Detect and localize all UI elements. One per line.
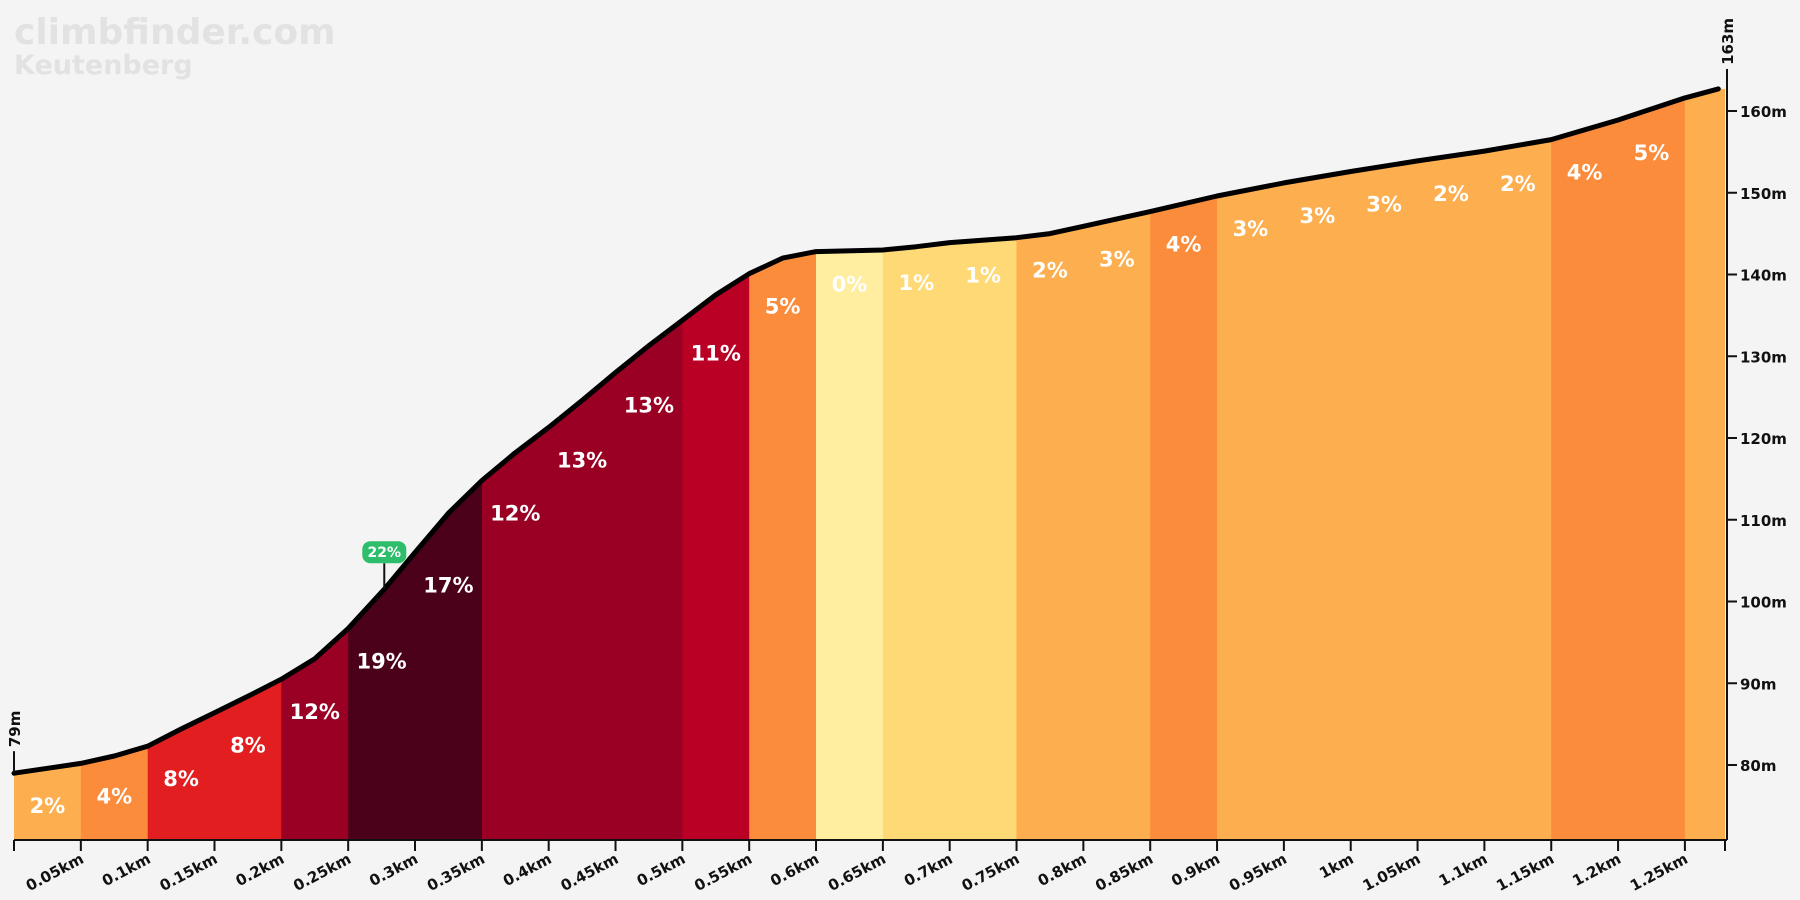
grade-label: 12%	[490, 502, 540, 526]
grade-label: 3%	[1233, 217, 1269, 241]
gradient-segment	[1217, 88, 1285, 840]
x-tick-label: 0.8km	[1035, 850, 1090, 890]
x-tick-label: 0.2km	[233, 850, 288, 890]
gradient-segment	[415, 88, 483, 840]
y-tick-label: 120m	[1740, 430, 1787, 448]
x-tick-label: 1.25km	[1627, 850, 1691, 895]
grade-label: 2%	[1500, 172, 1536, 196]
x-tick-label: 0.05km	[23, 850, 87, 895]
y-tick-label: 90m	[1740, 675, 1777, 693]
elevation-line	[11, 86, 1721, 776]
gradient-segment	[816, 88, 884, 840]
y-tick-label: 150m	[1740, 185, 1787, 203]
x-tick-label: 1.2km	[1569, 850, 1624, 890]
y-tick-label: 130m	[1740, 348, 1787, 366]
x-tick-label: 1km	[1316, 850, 1356, 883]
gradient-segment	[882, 88, 951, 840]
grade-label: 4%	[96, 784, 132, 808]
site-name: climbfinder.com	[14, 12, 336, 53]
grade-label: 12%	[290, 700, 340, 724]
gradient-segment	[348, 88, 416, 840]
gradient-segment	[1417, 88, 1485, 840]
max-gradient-badge: 22%	[362, 541, 407, 590]
gradient-segment	[749, 88, 817, 840]
x-tick-label: 0.85km	[1092, 850, 1156, 895]
y-tick-label: 110m	[1740, 512, 1787, 530]
gradient-segment	[1551, 88, 1619, 840]
gradient-segment	[1150, 88, 1218, 840]
x-tick-label: 0.25km	[290, 850, 354, 895]
grade-label: 19%	[356, 650, 406, 674]
grade-label: 2%	[1433, 182, 1469, 206]
x-tick-label: 0.35km	[424, 850, 488, 895]
x-tick-label: 0.5km	[634, 850, 689, 890]
grade-label: 17%	[423, 574, 473, 598]
gradient-segment	[615, 88, 683, 840]
gradient-segment	[1283, 88, 1352, 840]
x-tick-label: 1.1km	[1436, 850, 1491, 890]
gradient-segment	[214, 88, 282, 840]
x-tick-label: 1.05km	[1360, 850, 1424, 895]
start-elevation-label: 79m	[6, 711, 24, 748]
gradient-segment	[682, 88, 750, 840]
brand-watermark: climbfinder.com Keutenberg	[14, 12, 336, 81]
end-elevation-label: 163m	[1719, 18, 1737, 65]
grade-label: 4%	[1166, 233, 1202, 257]
grade-label: 8%	[230, 734, 266, 758]
grade-label: 3%	[1366, 193, 1402, 217]
x-tick-label: 0.15km	[157, 850, 221, 895]
x-tick-label: 0.95km	[1226, 850, 1290, 895]
grade-label: 8%	[163, 767, 199, 791]
gradient-segment	[1083, 88, 1151, 840]
climb-name: Keutenberg	[14, 50, 193, 81]
x-tick-label: 0.55km	[691, 850, 755, 895]
grade-label: 13%	[557, 448, 607, 472]
x-tick-label: 0.3km	[366, 850, 421, 890]
gradient-segment	[1618, 88, 1686, 840]
gradient-segment	[481, 88, 550, 840]
x-tick-label: 0.7km	[901, 850, 956, 890]
x-tick-label: 0.45km	[558, 850, 622, 895]
x-tick-label: 0.4km	[500, 850, 555, 890]
grade-label: 4%	[1567, 161, 1603, 185]
gradient-segment	[147, 88, 216, 840]
y-tick-label: 100m	[1740, 594, 1787, 612]
gradient-segment	[1684, 88, 1725, 840]
y-tick-label: 140m	[1740, 267, 1787, 285]
grade-label: 5%	[1634, 141, 1670, 165]
gradient-segment	[1350, 88, 1419, 840]
x-tick-label: 0.1km	[99, 850, 154, 890]
y-tick-label: 80m	[1740, 757, 1777, 775]
grade-label: 13%	[624, 394, 674, 418]
endpoint-markers: 79m 163m	[6, 18, 1737, 774]
x-tick-label: 0.65km	[825, 850, 889, 895]
grade-label: 2%	[30, 794, 66, 818]
grade-label: 2%	[1032, 259, 1068, 283]
gradient-segment	[1016, 88, 1084, 840]
grade-label: 11%	[691, 341, 741, 365]
x-tick-label: 0.6km	[767, 850, 822, 890]
x-tick-label: 0.75km	[959, 850, 1023, 895]
grade-label: 1%	[965, 264, 1001, 288]
grade-labels: 2% 4% 8% 8% 12% 19% 17% 12% 13% 13% 11% 5% 0% 1% 1% 2% 3…	[30, 141, 1670, 818]
gradient-segment	[1484, 88, 1552, 840]
gradient-segment	[80, 88, 149, 840]
grade-label: 1%	[898, 271, 934, 295]
grade-label: 3%	[1099, 247, 1135, 271]
x-tick-label: 1.15km	[1493, 850, 1557, 895]
max-gradient-label: 22%	[368, 545, 402, 561]
y-axis: 80m 90m 100m 110m 120m 130m 140m 150m 160m	[1726, 78, 1787, 840]
x-axis: 0.05km 0.1km 0.15km 0.2km 0.25km 0.3km 0.35km 0…	[13, 839, 1727, 895]
grade-label: 3%	[1299, 204, 1335, 228]
gradient-segments	[14, 88, 1725, 840]
grade-label: 5%	[765, 295, 801, 319]
gradient-segment	[949, 88, 1018, 840]
max-gradient-pill	[362, 541, 407, 564]
y-tick-label: 160m	[1740, 103, 1787, 121]
grade-label: 0%	[832, 273, 868, 297]
gradient-segment	[14, 88, 82, 840]
x-tick-label: 0.9km	[1168, 850, 1223, 890]
